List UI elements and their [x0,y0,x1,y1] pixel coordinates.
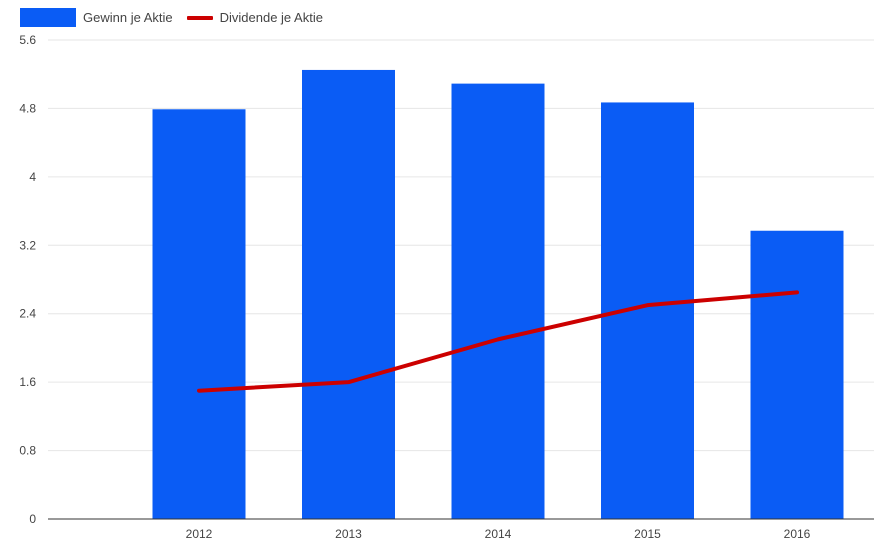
legend-swatch-line [186,15,213,20]
y-tick-label: 1.6 [19,375,36,389]
x-tick-label: 2013 [335,527,362,541]
legend-swatch-bars [20,8,76,27]
x-tick-label: 2014 [485,527,512,541]
bar-2012 [152,109,246,519]
y-tick-label: 0.8 [19,444,36,458]
legend-item-line: Dividende je Aktie [186,10,323,25]
bar-2013 [302,69,395,519]
legend-label-bars: Gewinn je Aktie [83,10,173,25]
x-tick-label: 2016 [784,527,811,541]
y-tick-label: 5.6 [19,33,36,47]
line-point-2012 [198,390,200,392]
legend-label-line: Dividende je Aktie [219,10,323,25]
bar-2016 [750,230,844,520]
bar-2014 [451,83,545,519]
line-point-2015 [647,304,648,306]
line-point-2013 [348,381,349,383]
x-tick-label: 2015 [634,527,661,541]
y-tick-label: 4.8 [19,101,36,115]
line-point-2014 [497,338,499,340]
line-point-2016 [796,291,798,293]
legend: Gewinn je Aktie Dividende je Aktie [20,8,337,27]
y-tick-label: 3.2 [19,238,36,252]
x-tick-label: 2012 [186,527,213,541]
y-tick-label: 4 [29,170,36,184]
y-tick-label: 2.4 [19,307,36,321]
legend-item-bars: Gewinn je Aktie [20,8,173,27]
y-tick-label: 0 [29,512,36,526]
